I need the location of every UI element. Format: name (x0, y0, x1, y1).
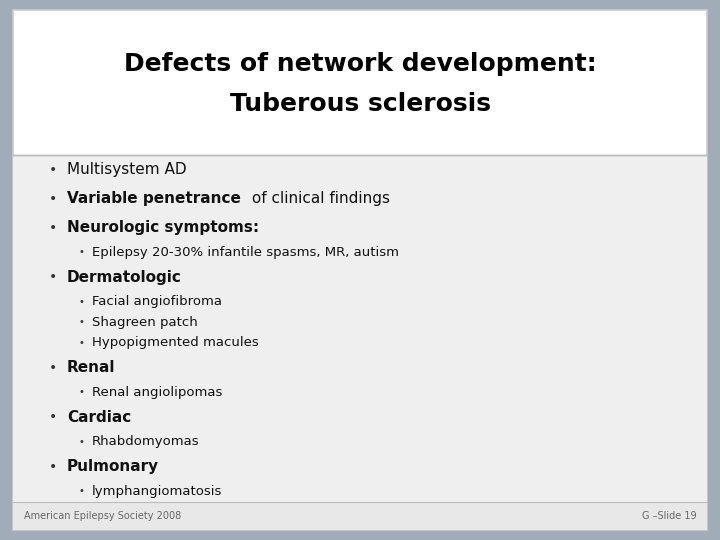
Text: •: • (78, 297, 84, 307)
Text: American Epilepsy Society 2008: American Epilepsy Society 2008 (24, 511, 181, 521)
Text: Renal angiolipomas: Renal angiolipomas (92, 386, 222, 399)
Text: Facial angiofibroma: Facial angiofibroma (92, 295, 222, 308)
Text: •: • (78, 388, 84, 397)
Text: of clinical findings: of clinical findings (247, 191, 390, 206)
Text: Neurologic symptoms:: Neurologic symptoms: (67, 220, 259, 235)
FancyBboxPatch shape (13, 156, 707, 502)
Text: lymphangiomatosis: lymphangiomatosis (92, 485, 222, 498)
Text: Hypopigmented macules: Hypopigmented macules (92, 336, 259, 349)
Text: Variable penetrance: Variable penetrance (67, 191, 240, 206)
Text: •: • (48, 221, 57, 235)
Text: •: • (78, 437, 84, 447)
Text: •: • (78, 318, 84, 327)
Text: Dermatologic: Dermatologic (67, 269, 182, 285)
Text: •: • (78, 247, 84, 258)
Text: •: • (48, 410, 57, 424)
Text: •: • (48, 192, 57, 206)
Text: Tuberous sclerosis: Tuberous sclerosis (230, 92, 490, 116)
FancyBboxPatch shape (13, 10, 707, 530)
Text: Defects of network development:: Defects of network development: (124, 52, 596, 76)
Text: Epilepsy 20-30% infantile spasms, MR, autism: Epilepsy 20-30% infantile spasms, MR, au… (92, 246, 399, 259)
Text: G –Slide 19: G –Slide 19 (642, 511, 696, 521)
Text: •: • (48, 163, 57, 177)
Text: Rhabdomyomas: Rhabdomyomas (92, 435, 199, 448)
Text: •: • (48, 361, 57, 375)
Text: •: • (48, 270, 57, 284)
Text: Multisystem AD: Multisystem AD (67, 163, 186, 178)
Text: Shagreen patch: Shagreen patch (92, 316, 198, 329)
Text: Pulmonary: Pulmonary (67, 459, 159, 474)
Text: •: • (48, 460, 57, 474)
FancyBboxPatch shape (13, 502, 707, 530)
Text: •: • (78, 338, 84, 348)
Text: Renal: Renal (67, 360, 115, 375)
Text: Cardiac: Cardiac (67, 410, 131, 424)
Text: •: • (78, 487, 84, 496)
